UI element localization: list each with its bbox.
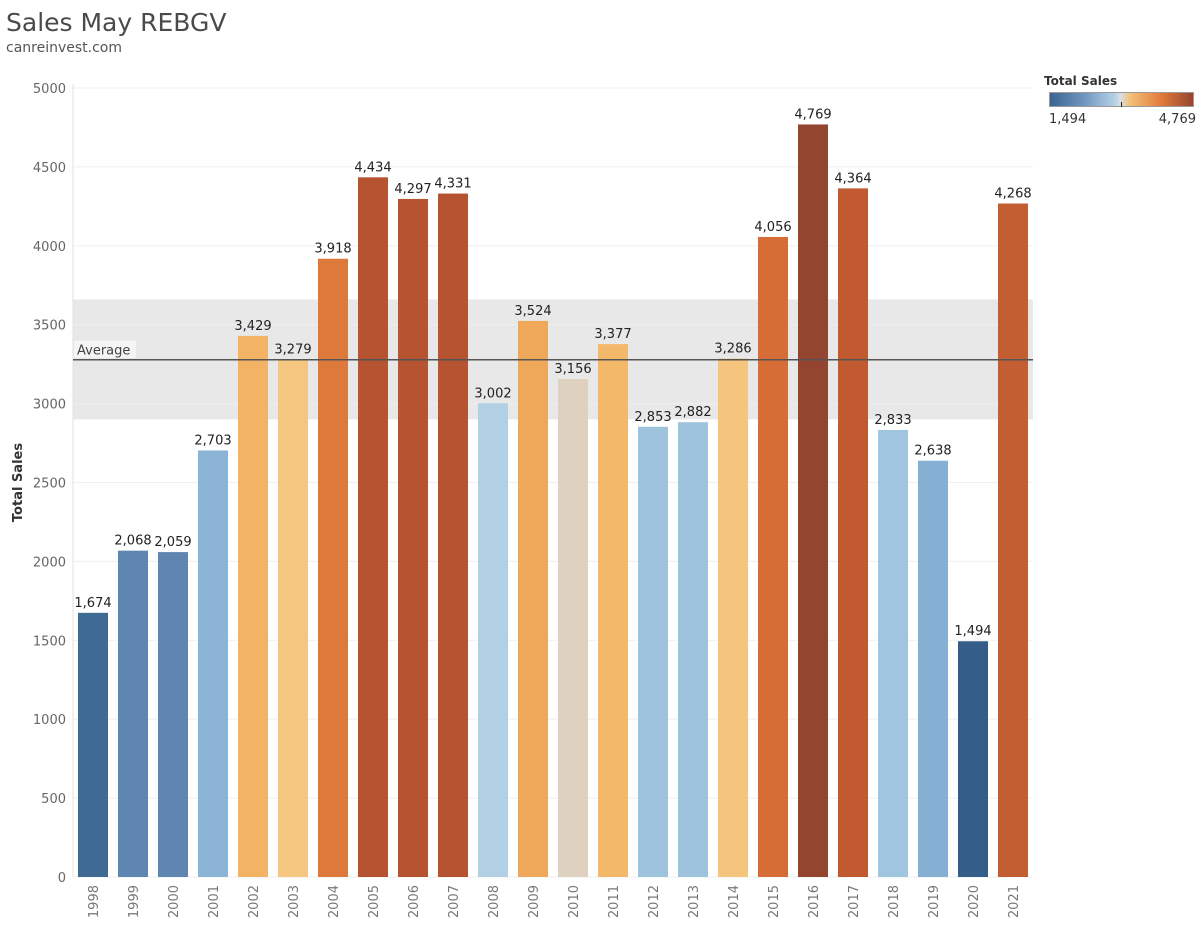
data-label-2011: 3,377 xyxy=(594,327,631,342)
x-tick-label-2006: 2006 xyxy=(407,885,422,918)
average-label: Average xyxy=(77,344,130,359)
bar-2020 xyxy=(958,641,988,877)
bar-2002 xyxy=(238,335,268,877)
bar-2000 xyxy=(158,552,188,877)
bar-2016 xyxy=(798,124,828,878)
data-label-1998: 1,674 xyxy=(74,596,111,611)
data-label-2021: 4,268 xyxy=(994,187,1031,202)
data-label-2017: 4,364 xyxy=(834,171,871,186)
bar-2021 xyxy=(998,203,1028,878)
data-label-2013: 2,882 xyxy=(674,405,711,420)
bar-2019 xyxy=(918,460,948,877)
data-label-2012: 2,853 xyxy=(634,410,671,425)
x-tick-label-2015: 2015 xyxy=(767,885,782,918)
x-tick-label-2014: 2014 xyxy=(727,885,742,918)
y-tick-label: 1500 xyxy=(33,634,66,649)
data-label-2002: 3,429 xyxy=(234,319,271,334)
y-tick-label: 4000 xyxy=(33,240,66,255)
data-label-2010: 3,156 xyxy=(554,362,591,377)
data-label-2009: 3,524 xyxy=(514,304,551,319)
y-tick-label: 4500 xyxy=(33,161,66,176)
x-tick-label-2018: 2018 xyxy=(887,885,902,918)
bar-2013 xyxy=(678,422,708,877)
legend-marker xyxy=(1121,102,1122,107)
x-tick-label-2009: 2009 xyxy=(527,885,542,918)
data-label-2019: 2,638 xyxy=(914,444,951,459)
y-tick-label: 3500 xyxy=(33,319,66,334)
y-tick-label: 2000 xyxy=(33,555,66,570)
bar-2011 xyxy=(598,344,628,878)
data-label-2018: 2,833 xyxy=(874,413,911,428)
x-tick-label-2000: 2000 xyxy=(167,885,182,918)
x-tick-label-2002: 2002 xyxy=(247,885,262,918)
data-label-2003: 3,279 xyxy=(274,343,311,358)
x-tick-label-1999: 1999 xyxy=(127,885,142,918)
legend-min-label: 1,494 xyxy=(1049,112,1087,127)
bar-2018 xyxy=(878,429,908,877)
x-tick-label-1998: 1998 xyxy=(87,885,102,918)
x-tick-label-2008: 2008 xyxy=(487,885,502,918)
bar-2014 xyxy=(718,358,748,877)
legend-title: Total Sales xyxy=(1044,74,1118,88)
x-tick-label-2016: 2016 xyxy=(807,885,822,918)
bar-2015 xyxy=(758,236,788,877)
legend-max-label: 4,769 xyxy=(1158,112,1196,127)
data-label-2005: 4,434 xyxy=(354,160,391,175)
x-tick-label-2010: 2010 xyxy=(567,885,582,918)
data-label-2004: 3,918 xyxy=(314,242,351,257)
bar-2006 xyxy=(398,198,428,877)
data-label-2007: 4,331 xyxy=(434,177,471,192)
bar-2004 xyxy=(318,258,348,877)
x-tick-label-2007: 2007 xyxy=(447,885,462,918)
x-tick-label-2011: 2011 xyxy=(607,885,622,918)
data-label-2015: 4,056 xyxy=(754,220,791,235)
y-tick-label: 0 xyxy=(58,871,66,886)
x-tick-label-2013: 2013 xyxy=(687,885,702,918)
bar-2010 xyxy=(558,378,588,877)
data-label-2014: 3,286 xyxy=(714,341,751,356)
bar-1999 xyxy=(118,550,148,877)
bar-2008 xyxy=(478,403,508,877)
data-label-2020: 1,494 xyxy=(954,624,991,639)
average-label-bg xyxy=(74,340,136,358)
x-tick-label-2017: 2017 xyxy=(847,885,862,918)
data-label-2016: 4,769 xyxy=(794,107,831,122)
chart-title: Sales May REBGV xyxy=(6,8,227,37)
y-tick-label: 3000 xyxy=(33,398,66,413)
chart-subtitle: canreinvest.com xyxy=(6,40,123,56)
x-tick-label-2004: 2004 xyxy=(327,885,342,918)
data-label-2008: 3,002 xyxy=(474,386,511,401)
bar-2009 xyxy=(518,320,548,877)
x-tick-label-2003: 2003 xyxy=(287,885,302,918)
x-tick-label-2019: 2019 xyxy=(927,885,942,918)
x-tick-label-2021: 2021 xyxy=(1007,885,1022,918)
x-tick-label-2005: 2005 xyxy=(367,885,382,918)
bar-2001 xyxy=(198,450,228,877)
bar-2017 xyxy=(838,188,868,878)
color-legend: Total Sales 1,494 4,769 xyxy=(1044,74,1196,134)
x-tick-label-2020: 2020 xyxy=(967,885,982,918)
bar-2005 xyxy=(358,177,388,877)
data-label-2000: 2,059 xyxy=(154,535,191,550)
bar-2007 xyxy=(438,193,468,877)
y-tick-label: 500 xyxy=(41,792,66,807)
y-axis-title: Total Sales xyxy=(11,443,26,522)
x-tick-label-2001: 2001 xyxy=(207,885,222,918)
bar-1998 xyxy=(78,612,108,877)
data-label-2001: 2,703 xyxy=(194,433,231,448)
bar-2003 xyxy=(278,359,308,877)
bar-2012 xyxy=(638,426,668,877)
data-label-2006: 4,297 xyxy=(394,182,431,197)
y-tick-label: 1000 xyxy=(33,713,66,728)
y-tick-label: 2500 xyxy=(33,477,66,492)
data-label-1999: 2,068 xyxy=(114,534,151,549)
y-tick-label: 5000 xyxy=(33,82,66,97)
x-tick-label-2012: 2012 xyxy=(647,885,662,918)
